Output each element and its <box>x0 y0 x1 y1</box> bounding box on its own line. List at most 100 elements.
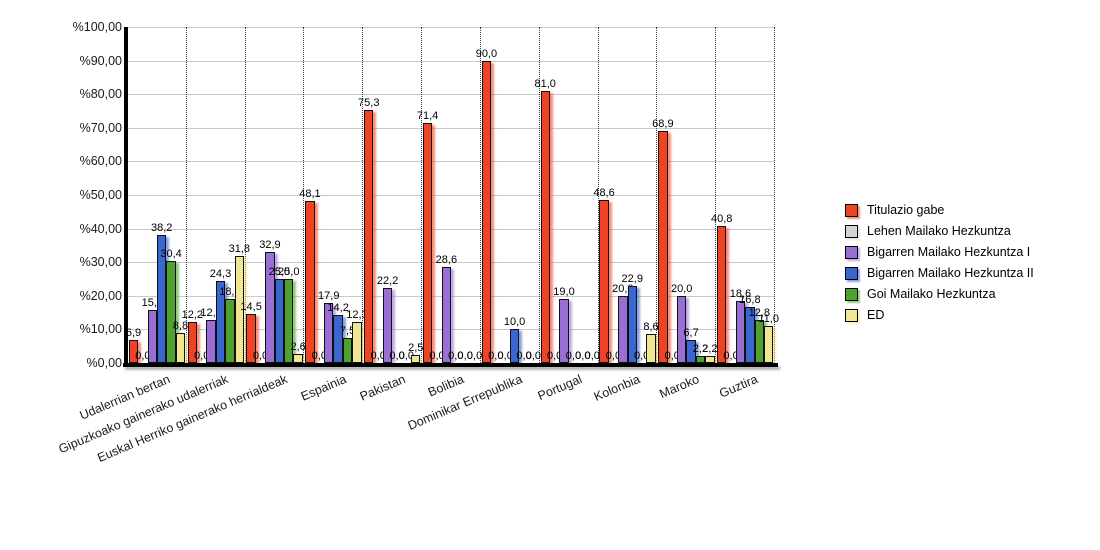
bar <box>559 299 569 363</box>
bar-value-label: 0,0 <box>429 350 445 362</box>
gridline <box>127 161 774 163</box>
y-axis-tick-label: %60,00 <box>79 154 122 169</box>
group-separator <box>656 27 658 363</box>
bar-value-label: 0,0 <box>633 350 650 362</box>
bar-value-label: 2,5 <box>408 341 424 354</box>
bar <box>293 354 303 363</box>
y-axis-tick-label: %0,00 <box>86 356 122 370</box>
legend-label: Titulazio gabe <box>867 203 945 217</box>
legend-swatch <box>845 266 858 280</box>
bar-value-label: 18,6 <box>729 287 752 300</box>
bar <box>481 60 492 363</box>
legend-item: Lehen Mailako Hezkuntza <box>845 224 1034 238</box>
group-separator <box>479 27 481 363</box>
bar-value-label: 2,2 <box>692 342 709 355</box>
legend-item: Bigarren Mailako Hezkuntza II <box>845 266 1034 280</box>
x-axis-label: Espainia <box>298 372 349 404</box>
bar-value-label: 40,8 <box>710 212 733 225</box>
bar-value-label: 14,2 <box>327 302 349 315</box>
bar-value-label: 71,4 <box>416 110 439 123</box>
bar-value-label: 0,0 <box>565 350 582 362</box>
bar <box>342 337 353 363</box>
legend-item: Goi Mailako Hezkuntza <box>845 287 1034 301</box>
gridline <box>127 60 774 62</box>
bar <box>646 334 656 363</box>
bar <box>411 354 421 363</box>
bar <box>735 300 746 363</box>
bar <box>745 306 755 363</box>
y-axis-tick-label: %20,00 <box>79 288 122 303</box>
legend-swatch <box>845 245 858 259</box>
bar <box>441 266 452 363</box>
bar-value-label: 16,8 <box>739 293 761 306</box>
bar-value-label: 0,0 <box>546 350 563 362</box>
bar <box>274 279 285 363</box>
x-axis-label: Kolonbia <box>592 372 643 404</box>
bar-value-label: 10,0 <box>503 316 526 329</box>
bar-value-label: 24,3 <box>209 268 232 281</box>
group-separator <box>244 27 246 363</box>
bar-value-label: 25,0 <box>268 266 291 278</box>
group-separator <box>421 27 423 363</box>
bar <box>705 355 715 363</box>
bar <box>305 201 315 363</box>
bar <box>265 252 275 363</box>
bar-value-label: 0,0 <box>466 350 483 362</box>
bar <box>509 329 520 363</box>
bar <box>128 339 139 363</box>
y-axis-tick-label: %10,00 <box>79 322 122 337</box>
bar-value-label: 12,2 <box>181 309 204 321</box>
bar-value-label: 6,7 <box>683 327 699 340</box>
bar-value-label: 0,0 <box>448 350 464 362</box>
legend-swatch <box>845 203 858 217</box>
bar <box>157 234 167 363</box>
bar <box>676 295 687 363</box>
bar <box>422 123 433 363</box>
legend-label: Bigarren Mailako Hezkuntza I <box>867 245 1031 259</box>
bar <box>187 322 197 363</box>
bar-value-label: 28,6 <box>435 253 458 266</box>
bar-value-label: 0,0 <box>370 350 386 362</box>
legend-item: ED <box>845 308 1034 322</box>
bar <box>206 319 216 363</box>
bar-value-label: 14,5 <box>240 301 262 314</box>
bar-value-label: 48,6 <box>593 186 615 199</box>
bar-value-label: 19,0 <box>553 286 575 299</box>
bar-value-label: 2,2 <box>702 342 718 355</box>
legend-swatch <box>845 287 858 301</box>
bar <box>215 281 226 363</box>
bar <box>352 321 362 363</box>
y-axis-tick-label: %100,00 <box>72 20 122 34</box>
y-axis-tick-label: %30,00 <box>79 255 122 270</box>
y-axis-tick-label: %90,00 <box>79 53 122 68</box>
x-axis-label: Maroko <box>657 372 702 402</box>
bar-value-label: 0,0 <box>398 350 415 362</box>
gridline <box>127 27 774 28</box>
group-separator <box>715 27 717 363</box>
y-axis-tick-label: %40,00 <box>79 221 122 236</box>
bar <box>695 355 706 363</box>
bar-value-label: 0,0 <box>575 350 591 362</box>
bar-value-label: 12,8 <box>748 306 770 319</box>
y-axis-line <box>124 27 128 367</box>
legend-item: Bigarren Mailako Hezkuntza I <box>845 245 1034 259</box>
group-separator <box>538 27 540 363</box>
x-axis-label: Dominikar Errepublika <box>406 372 525 433</box>
bar-value-label: 32,9 <box>259 239 281 252</box>
group-separator <box>774 27 775 363</box>
bar-value-label: 0,0 <box>194 350 210 362</box>
legend-label: Lehen Mailako Hezkuntza <box>867 224 1011 238</box>
bar-value-label: 20,0 <box>670 282 693 295</box>
legend-item: Titulazio gabe <box>845 203 1034 217</box>
x-axis-label: Portugal <box>535 372 584 404</box>
bar-value-label: 12,3 <box>346 308 368 321</box>
y-axis-tick-label: %70,00 <box>79 120 122 135</box>
bar-value-label: 0,0 <box>516 350 532 362</box>
bar-value-label: 8,8 <box>172 320 189 333</box>
bar-value-label: 2,6 <box>290 341 306 354</box>
bar <box>686 340 696 363</box>
bar-value-label: 11,0 <box>758 313 779 326</box>
bar <box>599 199 609 363</box>
